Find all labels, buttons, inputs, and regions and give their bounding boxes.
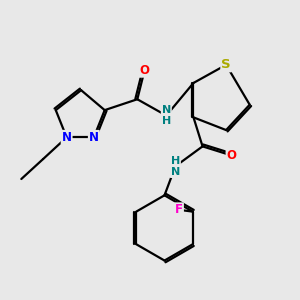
Text: S: S bbox=[221, 58, 231, 71]
Text: N: N bbox=[61, 131, 72, 144]
Text: O: O bbox=[226, 149, 237, 162]
Text: O: O bbox=[140, 64, 150, 77]
Text: F: F bbox=[175, 203, 183, 216]
Text: N: N bbox=[89, 131, 99, 144]
Text: H
N: H N bbox=[171, 155, 180, 177]
Text: N
H: N H bbox=[162, 105, 171, 126]
